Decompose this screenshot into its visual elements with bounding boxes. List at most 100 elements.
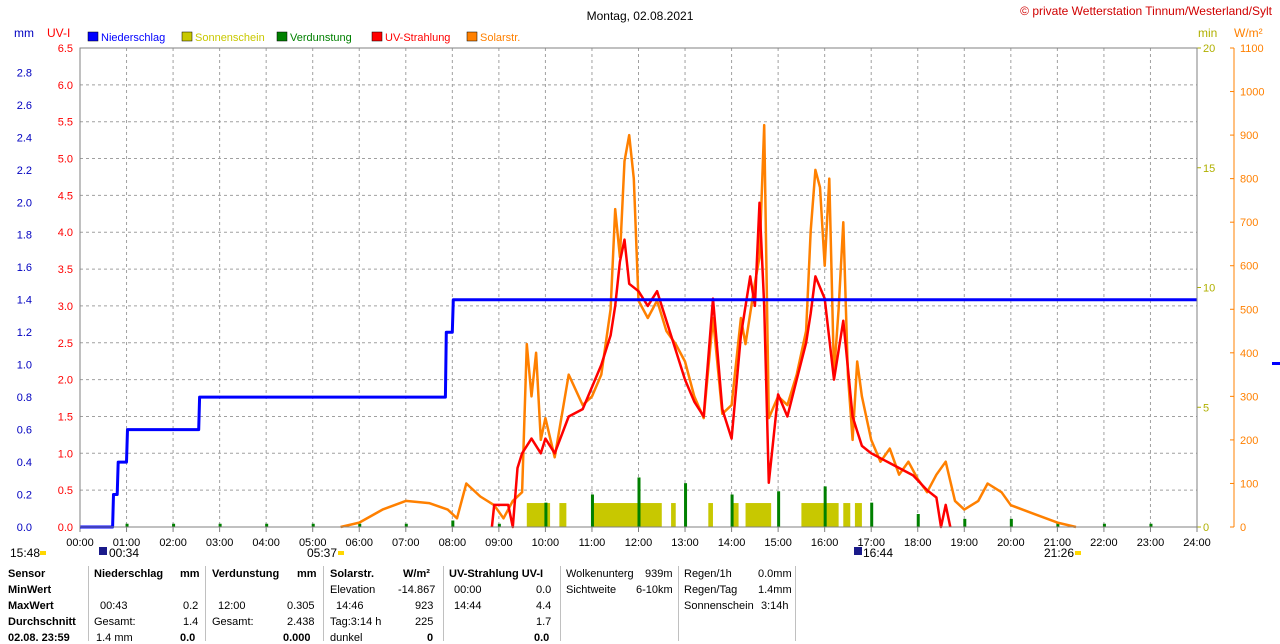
- mm-tick-label: 0.4: [17, 457, 32, 469]
- evaporation-bar: [684, 483, 688, 527]
- evaporation-bar: [1102, 523, 1106, 527]
- sun-icon: [40, 551, 46, 555]
- niederschlag-sum-val: 1.4: [183, 616, 199, 628]
- mm-tick-label: 1.4: [17, 295, 32, 307]
- sunshine-bar: [708, 503, 713, 527]
- evaporation-bar: [172, 523, 176, 527]
- mm-tick-label: 2.4: [17, 132, 32, 144]
- evaporation-bar: [916, 514, 920, 527]
- solar-elev-label: Elevation: [330, 584, 376, 596]
- niederschlag-last-val2: 0.0: [180, 632, 196, 644]
- verdunstung-title: Verdunstung: [212, 568, 280, 580]
- evaporation-bar: [311, 523, 315, 527]
- x-tick-label: 22:00: [1090, 537, 1118, 549]
- regentag-val: 1.4mm: [758, 584, 792, 596]
- solar-max-val: 923: [415, 600, 434, 612]
- evaporation-bar: [404, 523, 408, 527]
- regen1h-val: 0.0mm: [758, 568, 792, 580]
- x-tick-label: 00:00: [66, 537, 94, 549]
- uv-tick-label: 5.0: [58, 154, 73, 166]
- row-label-sensor: Sensor: [8, 568, 46, 580]
- evaporation-bar: [1149, 523, 1153, 527]
- x-tick-label: 20:00: [997, 537, 1025, 549]
- moonrise-time: 00:34: [109, 546, 139, 560]
- verdunstung-sum-val: 2.438: [287, 616, 315, 628]
- mm-tick-label: 0.8: [17, 392, 32, 404]
- mm-tick-label: 0.6: [17, 425, 32, 437]
- mm-tick-label: 2.2: [17, 165, 32, 177]
- legend-swatch: [371, 31, 383, 42]
- x-tick-label: 08:00: [439, 537, 467, 549]
- niederschlag-title: Niederschlag: [94, 568, 164, 580]
- evaporation-bar: [730, 494, 734, 527]
- evaporation-bar: [265, 523, 269, 527]
- regentag-label: Regen/Tag: [684, 584, 738, 596]
- uv-max-time: 14:44: [454, 600, 482, 612]
- uv-tick-label: 0.0: [58, 522, 73, 534]
- legend-label: Solarstr.: [480, 32, 520, 44]
- mm-tick-label: 1.0: [17, 360, 32, 372]
- wolken-label: Wolkenunterg: [566, 568, 634, 580]
- chart-title: Montag, 02.08.2021: [587, 9, 694, 23]
- uv-min-val: 0.0: [536, 584, 552, 596]
- x-tick-label: 18:00: [904, 537, 932, 549]
- wm-tick-label: 500: [1240, 304, 1258, 316]
- niederschlag-last-val: 1.4 mm: [96, 632, 133, 644]
- niederschlag-unit: mm: [180, 568, 200, 580]
- wolken-val: 939m: [645, 568, 673, 580]
- uv-tick-label: 6.5: [58, 43, 73, 55]
- uv-tick-label: 4.5: [58, 190, 73, 202]
- uv-tick-label: 3.0: [58, 301, 73, 313]
- min-tick-label: 10: [1203, 283, 1215, 295]
- uv-tick-label: 4.0: [58, 227, 73, 239]
- x-tick-label: 10:00: [532, 537, 560, 549]
- regen1h-label: Regen/1h: [684, 568, 732, 580]
- x-tick-label: 11:00: [579, 537, 606, 549]
- x-tick-label: 14:00: [718, 537, 746, 549]
- legend: Niederschlag Sonnenschein Verdunstung UV-St…: [87, 31, 520, 44]
- x-tick-label: 05:00: [299, 537, 327, 549]
- uv-last-val: 0.0: [534, 632, 550, 644]
- event-markers: 15:48 00:34 05:37 16:44 21:26: [10, 546, 1081, 560]
- uv-avg-val: 1.7: [536, 616, 552, 628]
- uv-line: [490, 201, 952, 529]
- sunrise-icon: [338, 551, 344, 555]
- rain-line: [80, 298, 1197, 529]
- verdunstung-max-time: 12:00: [218, 600, 246, 612]
- evaporation-bar: [497, 523, 501, 527]
- sonnenschein-label: Sonnenschein: [684, 600, 754, 612]
- x-tick-label: 07:00: [392, 537, 420, 549]
- min-unit-label: min: [1198, 26, 1217, 40]
- x-tick-label: 13:00: [671, 537, 699, 549]
- wm-unit-label: W/m²: [1234, 26, 1263, 40]
- moonset-time: 16:44: [863, 546, 893, 560]
- legend-label: Verdunstung: [290, 32, 352, 44]
- moon-icon: [99, 547, 107, 555]
- sunshine-bar: [559, 503, 567, 527]
- evaporation-bar: [1056, 522, 1060, 527]
- evaporation-bar: [590, 494, 594, 527]
- legend-swatch: [87, 31, 99, 42]
- copyright-text: © private Wetterstation Tinnum/Westerlan…: [1020, 4, 1273, 18]
- mm-unit-label: mm: [14, 26, 34, 40]
- uv-tick-label: 0.5: [58, 485, 73, 497]
- uv-title: UV-Strahlung UV-I: [449, 568, 544, 580]
- mm-tick-label: 1.8: [17, 230, 32, 242]
- sunshine-bar: [854, 503, 862, 527]
- sunshine-bar: [671, 503, 676, 527]
- legend-swatch: [276, 31, 288, 42]
- x-tick-label: 23:00: [1137, 537, 1165, 549]
- niederschlag-max-time: 00:43: [100, 600, 128, 612]
- x-tick-label: 02:00: [159, 537, 187, 549]
- verdunstung-max-val: 0.305: [287, 600, 315, 612]
- evaporation-bar: [358, 523, 362, 527]
- rain-marker: [1272, 362, 1280, 365]
- x-tick-label: 09:00: [485, 537, 513, 549]
- x-tick-label: 15:00: [764, 537, 792, 549]
- row-label-max: MaxWert: [8, 600, 54, 612]
- verdunstung-sum-label: Gesamt:: [212, 616, 254, 628]
- verdunstung-last-val: 0.000: [283, 632, 311, 644]
- row-label-min: MinWert: [8, 584, 52, 596]
- solar-max-time: 14:46: [336, 600, 364, 612]
- sunset-time: 21:26: [1044, 546, 1074, 560]
